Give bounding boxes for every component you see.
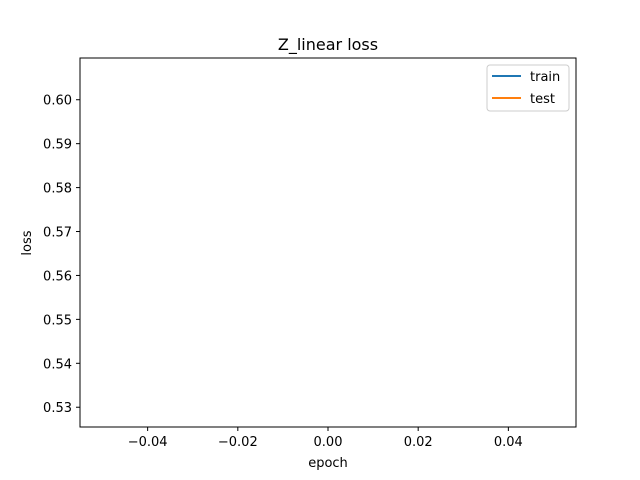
x-tick-label: 0.04 [494,435,523,450]
y-tick-label: 0.56 [43,269,72,284]
x-tick-label: −0.02 [218,435,258,450]
y-tick-label: 0.53 [43,401,72,416]
legend-label-train: train [530,70,560,85]
y-tick-label: 0.58 [43,182,72,197]
x-tick-label: 0.00 [314,435,343,450]
y-tick-label: 0.60 [43,94,72,109]
y-axis-ticks: 0.53 0.54 0.55 0.56 0.57 0.58 0.59 0.60 [43,94,80,416]
y-tick-label: 0.54 [43,357,72,372]
legend: train test [486,64,570,112]
x-axis-ticks: −0.04 −0.02 0.00 0.02 0.04 [128,427,523,450]
legend-label-test: test [530,92,555,107]
chart-title: Z_linear loss [278,35,378,55]
x-tick-label: 0.02 [404,435,433,450]
y-tick-label: 0.57 [43,226,72,241]
x-axis-label: epoch [308,456,348,471]
y-axis-label: loss [20,230,35,255]
y-tick-label: 0.59 [43,138,72,153]
plot-area [79,57,577,428]
y-tick-label: 0.55 [43,313,72,328]
x-tick-label: −0.04 [128,435,168,450]
